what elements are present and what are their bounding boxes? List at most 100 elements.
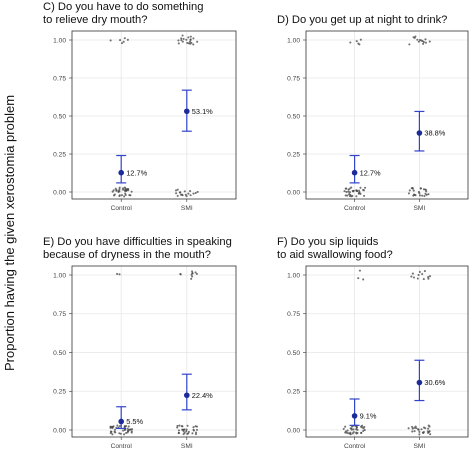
jitter-point — [179, 193, 183, 196]
jitter-point — [363, 194, 366, 197]
jitter-point — [411, 272, 414, 275]
estimate-label: 30.6% — [424, 378, 445, 387]
jitter-point — [117, 190, 120, 193]
jitter-point — [189, 42, 192, 45]
jitter-point — [429, 433, 432, 436]
jitter-point — [187, 430, 190, 433]
x-tick-label: SMI — [414, 205, 426, 212]
jitter-point — [417, 428, 420, 431]
jitter-point — [182, 37, 185, 40]
jitter-point — [192, 37, 195, 40]
jitter-point — [345, 187, 348, 190]
panel-frame — [305, 30, 469, 200]
jitter-point — [416, 38, 419, 41]
jitter-point — [119, 39, 122, 42]
jitter-point — [420, 428, 423, 431]
jitter-point — [118, 424, 122, 428]
jitter-point — [358, 269, 361, 272]
jitter-point — [189, 35, 192, 38]
jitter-point — [362, 188, 365, 191]
jitter-point — [422, 278, 425, 281]
y-tick-label: 0.00 — [53, 427, 66, 434]
x-tick-label: SMI — [181, 205, 193, 212]
jitter-point — [356, 190, 359, 193]
jitter-point — [356, 432, 359, 435]
x-tick-label: Control — [111, 205, 133, 212]
jitter-point — [177, 429, 180, 432]
estimate-label: 12.7% — [126, 168, 147, 177]
y-tick-label: 0.50 — [287, 113, 300, 120]
jitter-point — [176, 426, 179, 429]
jitter-point — [355, 40, 358, 43]
x-tick-label: Control — [344, 205, 366, 212]
jitter-point — [364, 186, 367, 189]
x-tick-label: Control — [111, 443, 133, 450]
estimate-label: 22.4% — [192, 391, 213, 400]
jitter-point — [421, 194, 424, 197]
jitter-point — [123, 433, 126, 436]
jitter-point — [122, 187, 125, 190]
jitter-point — [129, 194, 132, 197]
jitter-point — [187, 36, 190, 39]
estimate-point — [351, 413, 358, 419]
y-tick-label: 0.50 — [53, 350, 66, 357]
estimate-label: 38.8% — [424, 129, 445, 138]
jitter-point — [129, 428, 132, 431]
estimate-point — [118, 418, 124, 425]
jitter-point — [181, 428, 184, 431]
estimate-label: 9.1% — [360, 411, 377, 420]
estimate-point — [184, 108, 190, 115]
jitter-point — [359, 38, 362, 41]
y-tick-label: 0.25 — [53, 389, 66, 396]
y-tick-label: 0.25 — [287, 389, 300, 396]
estimate-point — [118, 169, 124, 176]
jitter-point — [423, 270, 426, 273]
jitter-point — [418, 192, 421, 195]
jitter-point — [411, 186, 414, 189]
jitter-point — [425, 190, 428, 193]
jitter-point — [418, 270, 421, 274]
y-tick-label: 0.00 — [53, 189, 66, 196]
jitter-point — [349, 195, 352, 198]
jitter-point — [123, 37, 126, 40]
jitter-point — [427, 277, 430, 280]
jitter-point — [407, 192, 411, 195]
jitter-point — [344, 194, 347, 197]
jitter-point — [421, 272, 424, 276]
jitter-point — [130, 190, 133, 193]
jitter-point — [412, 276, 416, 279]
x-tick-label: SMI — [181, 443, 193, 450]
jitter-point — [118, 186, 121, 189]
jitter-point — [126, 427, 129, 430]
jitter-point — [194, 191, 197, 195]
jitter-point — [178, 191, 182, 194]
jitter-point — [351, 194, 354, 197]
jitter-point — [412, 189, 415, 192]
jitter-point — [120, 42, 124, 45]
jitter-point — [184, 193, 187, 196]
jitter-point — [424, 38, 427, 41]
jitter-point — [114, 431, 117, 434]
jitter-point — [189, 190, 192, 193]
jitter-point — [411, 430, 414, 433]
y-tick-label: 0.25 — [53, 151, 66, 158]
jitter-point — [119, 432, 122, 435]
y-tick-label: 0.25 — [287, 151, 300, 158]
panel-title-line: C) Do you have to do something — [43, 1, 203, 13]
jitter-point — [342, 427, 345, 430]
jitter-point — [422, 42, 425, 45]
jitter-point — [363, 429, 366, 432]
y-axis-label: Proportion having the given xerostomia p… — [2, 95, 17, 371]
jitter-point — [122, 429, 125, 432]
jitter-point — [183, 190, 186, 193]
jitter-point — [362, 429, 365, 433]
jitter-point — [120, 194, 124, 197]
jitter-point — [357, 42, 360, 45]
jitter-point — [422, 426, 426, 429]
jitter-point — [419, 187, 422, 190]
jitter-point — [191, 432, 194, 435]
jitter-point — [183, 431, 186, 434]
jitter-point — [351, 432, 354, 435]
